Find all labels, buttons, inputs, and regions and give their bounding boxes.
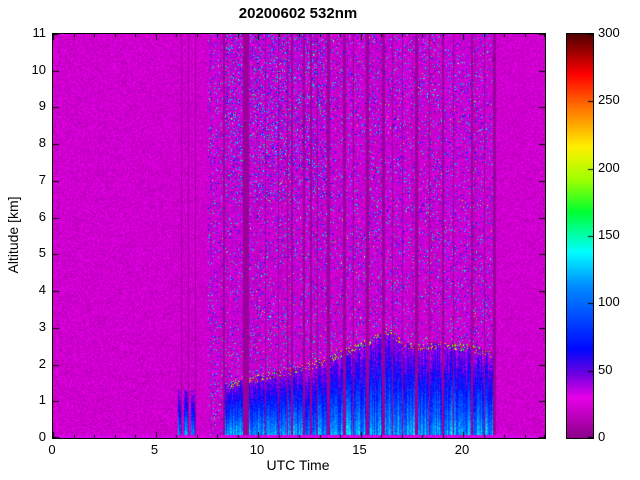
y-tick-label: 1	[38, 392, 46, 408]
y-axis-label: Altitude [km]	[5, 196, 21, 274]
colorbar-canvas	[566, 33, 594, 439]
y-tick-label: 5	[38, 245, 46, 261]
x-tick-label: 20	[454, 442, 470, 457]
chart-title: 20200602 532nm	[238, 5, 358, 22]
colorbar-tick-label: 250	[598, 92, 620, 108]
x-tick-label: 0	[48, 442, 56, 457]
x-axis-label: UTC Time	[266, 457, 330, 473]
y-tick-label: 0	[38, 429, 46, 444]
y-tick-label: 4	[38, 282, 46, 298]
colorbar-tick-label: 200	[598, 159, 620, 175]
y-tick-label: 10	[31, 61, 46, 77]
y-tick-label: 3	[38, 318, 46, 334]
colorbar-tick-label: 0	[598, 429, 606, 444]
y-tick-label: 11	[32, 25, 47, 40]
x-tick-label: 5	[150, 442, 159, 457]
heatmap-canvas	[52, 33, 546, 439]
y-tick-label: 6	[38, 208, 46, 224]
y-tick-label: 9	[38, 98, 46, 114]
colorbar-tick-label: 150	[598, 227, 620, 242]
colorbar-tick-label: 50	[598, 361, 613, 377]
y-tick-label: 7	[38, 171, 46, 187]
colorbar-tick-label: 300	[598, 25, 620, 40]
y-tick-label: 8	[38, 135, 46, 151]
y-tick-label: 2	[38, 355, 46, 371]
x-tick-label: 15	[352, 442, 367, 457]
x-tick-label: 10	[249, 442, 265, 457]
colorbar-tick-label: 100	[598, 294, 620, 310]
